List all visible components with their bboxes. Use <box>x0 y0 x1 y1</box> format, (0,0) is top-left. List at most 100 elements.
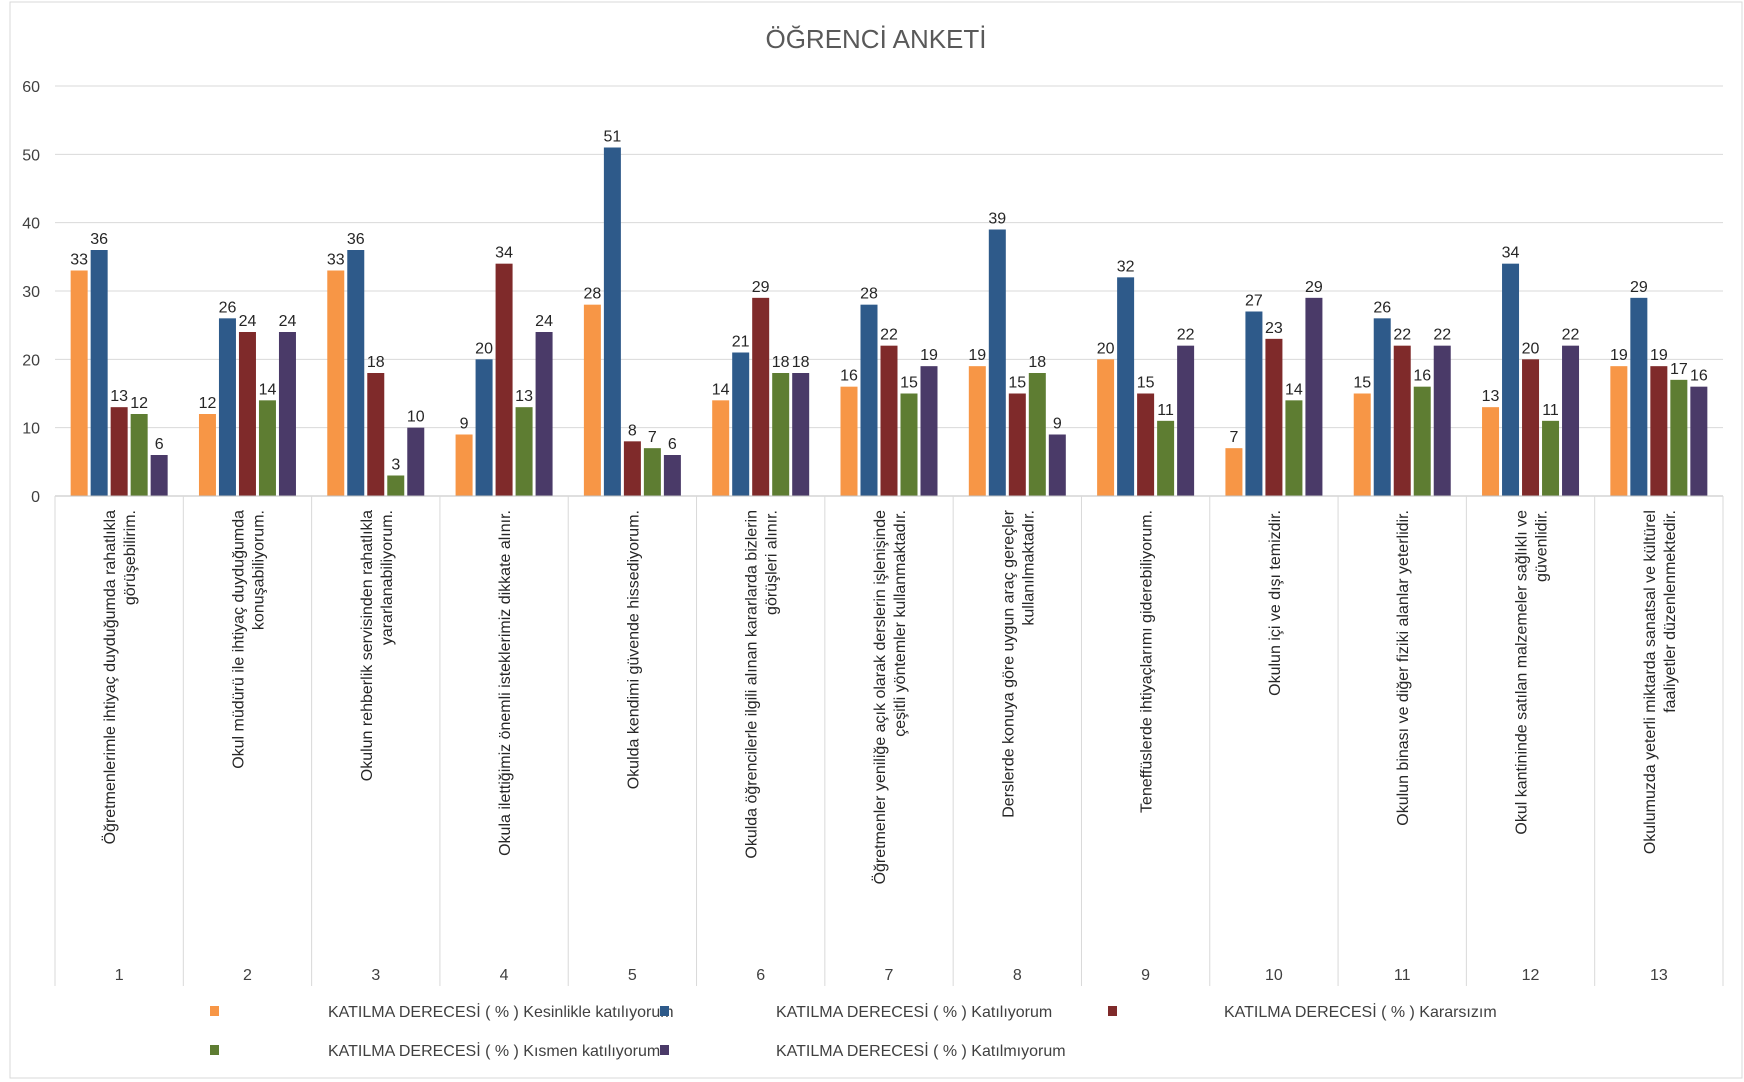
data-label: 14 <box>259 381 277 398</box>
data-label: 11 <box>1157 402 1174 419</box>
data-label: 36 <box>90 231 108 248</box>
bar <box>1265 338 1283 496</box>
data-label: 20 <box>1097 340 1115 357</box>
category-number: 3 <box>371 967 380 984</box>
data-label: 13 <box>1482 388 1500 405</box>
data-label: 33 <box>70 252 88 269</box>
data-label: 24 <box>239 313 257 330</box>
data-label: 11 <box>1542 402 1559 419</box>
bar <box>1610 366 1628 496</box>
y-tick-label: 40 <box>22 216 40 233</box>
bar <box>218 318 236 496</box>
bar <box>1413 386 1431 496</box>
bar <box>1482 407 1500 496</box>
bar <box>1245 311 1263 496</box>
data-label: 3 <box>391 457 400 474</box>
data-label: 19 <box>1650 347 1668 364</box>
x-axis: Öğretmenlerimle ihtiyaç duyduğumda rahat… <box>54 495 1724 986</box>
category-text: Okula ilettiğimiz önemli isteklerimiz di… <box>497 510 514 856</box>
category-number: 2 <box>243 967 252 984</box>
category-text: güvenlidir. <box>1534 510 1551 582</box>
category-number: 13 <box>1650 967 1668 984</box>
data-label: 15 <box>1137 375 1155 392</box>
category-number: 8 <box>1013 967 1022 984</box>
category-number: 4 <box>500 967 509 984</box>
bar <box>712 400 730 496</box>
data-label: 13 <box>110 388 128 405</box>
category-text: kullanılmaktadır. <box>1020 510 1037 626</box>
y-tick-label: 50 <box>22 147 40 164</box>
data-label: 14 <box>712 381 730 398</box>
bar <box>535 332 553 496</box>
data-label: 32 <box>1117 258 1135 275</box>
y-tick-label: 30 <box>22 284 40 301</box>
legend-label: KATILMA DERECESİ ( % ) Kesinlikle katılı… <box>328 1002 674 1021</box>
data-label: 34 <box>495 245 513 262</box>
category-text: görüşleri alınır. <box>764 510 781 615</box>
bar <box>968 366 986 496</box>
category-text: yararlanabiliyorum. <box>379 510 396 645</box>
category-text: çeşitli yöntemler kullanmaktadır. <box>892 510 909 737</box>
data-label: 29 <box>1630 279 1648 296</box>
bar <box>840 386 858 496</box>
bar <box>1137 393 1155 496</box>
data-label: 26 <box>219 299 237 316</box>
legend-swatch <box>660 1006 669 1016</box>
bar <box>1305 297 1323 496</box>
category-text: Okulumuzda yeterli miktarda sanatsal ve … <box>1642 510 1659 854</box>
data-label: 29 <box>752 279 770 296</box>
bar <box>603 147 621 496</box>
legend-swatch <box>210 1045 219 1055</box>
chart-border <box>9 1 1743 1079</box>
data-label: 28 <box>860 286 878 303</box>
bar <box>1177 345 1195 496</box>
data-label: 19 <box>920 347 938 364</box>
category-text: Okul müdürü ile ihtiyaç duyduğumda <box>230 510 247 769</box>
legend-swatch <box>660 1045 669 1055</box>
category-number: 12 <box>1522 967 1540 984</box>
data-label: 18 <box>1028 354 1046 371</box>
data-label: 51 <box>603 129 621 146</box>
bar <box>150 455 168 496</box>
category-text: Öğretmenler yeniliğe açık olarak dersler… <box>871 510 889 885</box>
bar <box>880 345 898 496</box>
bar <box>327 270 345 496</box>
bar <box>278 332 296 496</box>
bar <box>860 304 878 496</box>
data-label: 6 <box>668 436 677 453</box>
category-text: konuşabiliyorum. <box>250 510 267 630</box>
bar <box>732 352 750 496</box>
bar <box>1393 345 1411 496</box>
data-label: 8 <box>628 422 637 439</box>
data-label: 23 <box>1265 320 1283 337</box>
data-label: 20 <box>1522 340 1540 357</box>
bar <box>407 427 425 496</box>
bar <box>1690 386 1708 496</box>
data-label: 22 <box>1393 327 1411 344</box>
bar <box>1157 420 1175 496</box>
bar <box>1225 448 1243 496</box>
data-label: 18 <box>772 354 790 371</box>
category-number: 6 <box>756 967 765 984</box>
data-label: 18 <box>367 354 385 371</box>
bar <box>1542 420 1560 496</box>
data-label: 7 <box>1229 429 1238 446</box>
data-label: 16 <box>1413 368 1431 385</box>
bar <box>1097 359 1115 496</box>
bars <box>70 147 1708 496</box>
bar <box>387 475 405 496</box>
data-label: 9 <box>1053 416 1062 433</box>
data-label: 36 <box>347 231 365 248</box>
bar <box>515 407 533 496</box>
bar <box>643 448 661 496</box>
bar <box>1353 393 1371 496</box>
legend: KATILMA DERECESİ ( % ) Kesinlikle katılı… <box>210 1002 1497 1060</box>
category-number: 9 <box>1141 967 1150 984</box>
bar <box>1670 379 1688 496</box>
data-label: 29 <box>1305 279 1323 296</box>
category-text: Okulda kendimi güvende hissediyorum. <box>625 510 642 789</box>
data-label: 9 <box>460 416 469 433</box>
data-label: 22 <box>1177 327 1195 344</box>
data-label: 15 <box>1008 375 1026 392</box>
